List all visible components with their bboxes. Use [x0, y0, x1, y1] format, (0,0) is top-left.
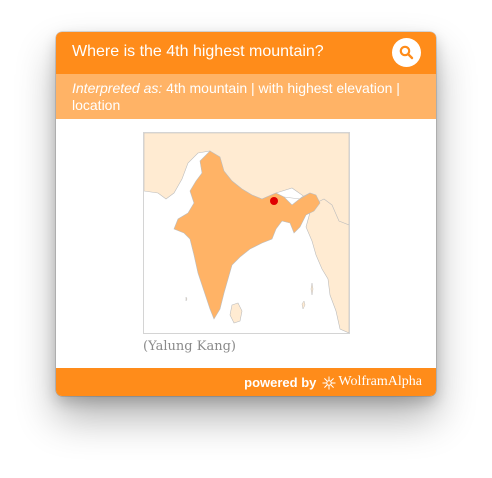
footer-bar: powered by WolframAlpha: [56, 368, 436, 396]
wolfram-alpha-brand: WolframAlpha: [338, 374, 422, 389]
search-icon: [399, 45, 414, 60]
interpretation-prefix: Interpreted as:: [72, 80, 163, 96]
query-header: Where is the 4th highest mountain?: [56, 32, 436, 74]
location-marker: [270, 197, 278, 205]
map-graphic: [144, 133, 349, 333]
wolfram-spikey-icon: [322, 376, 336, 390]
sri-lanka-region: [229, 302, 243, 324]
wolfram-result-card: Where is the 4th highest mountain? Inter…: [56, 32, 436, 396]
location-map: [143, 132, 350, 334]
result-caption: (Yalung Kang): [143, 339, 236, 354]
interpretation-value: 4th mountain | with highest elevation | …: [72, 80, 400, 113]
neighbor-east: [305, 198, 349, 333]
search-button[interactable]: [392, 38, 421, 67]
powered-by[interactable]: powered by WolframAlpha: [244, 374, 422, 390]
powered-by-label: powered by: [244, 374, 317, 390]
query-text: Where is the 4th highest mountain?: [72, 43, 324, 60]
india-region: [173, 150, 321, 320]
interpretation-bar: Interpreted as: 4th mountain | with high…: [56, 74, 436, 119]
interpretation-text: Interpreted as: 4th mountain | with high…: [72, 80, 422, 114]
